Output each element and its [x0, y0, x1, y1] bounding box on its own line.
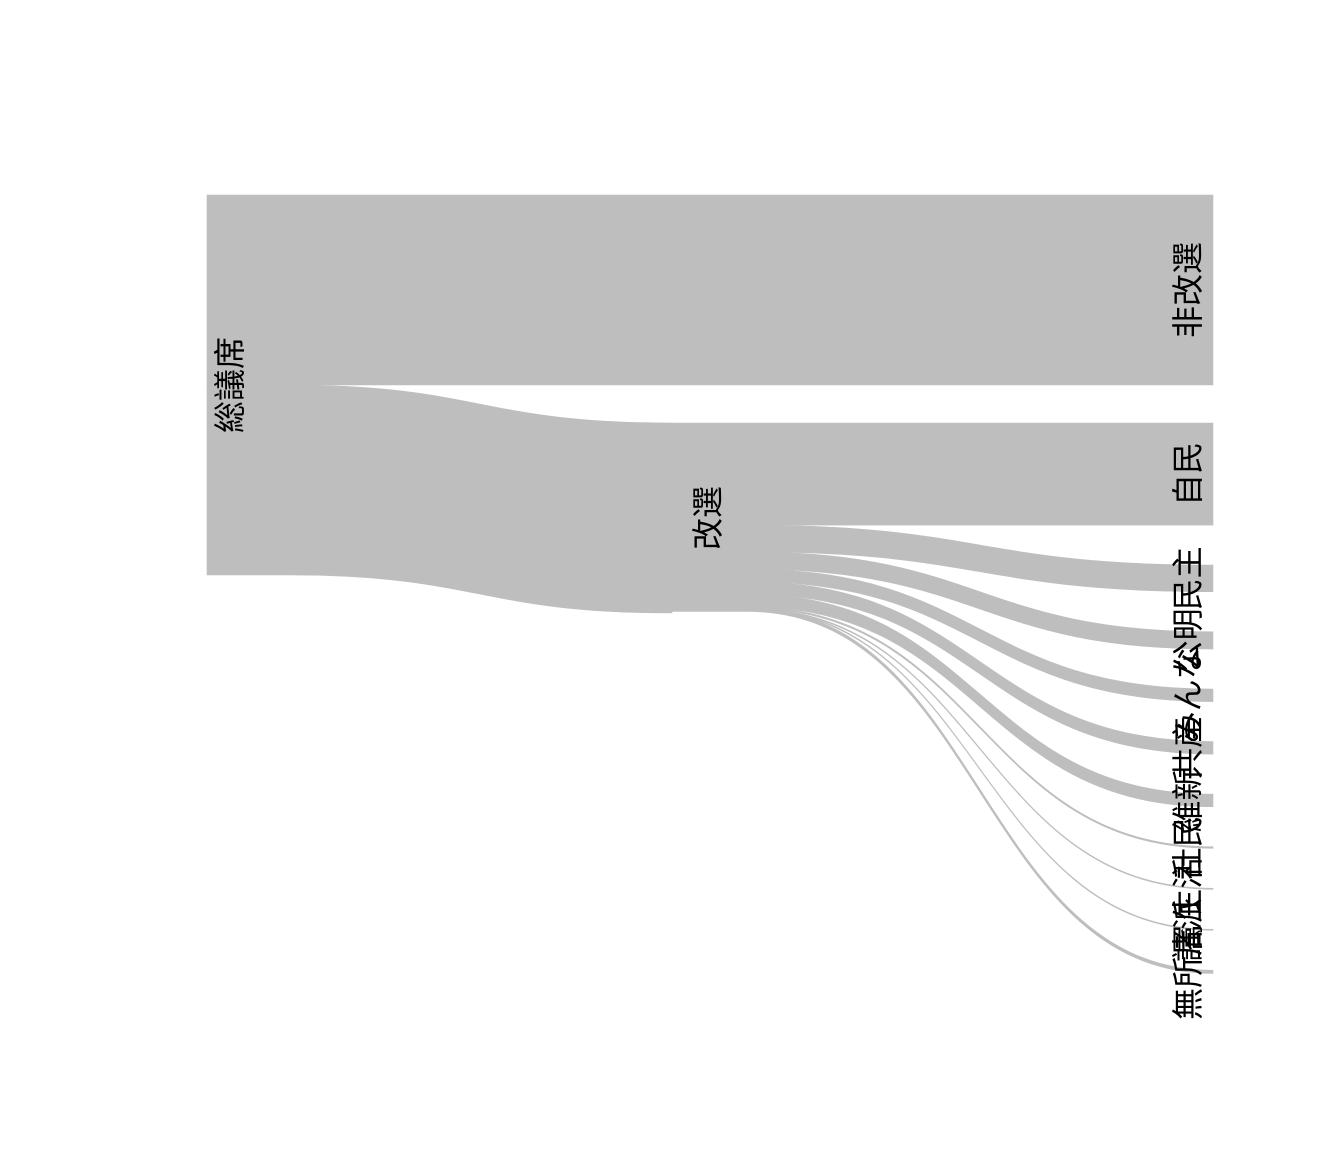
- node-label-reelect: 改選: [689, 486, 727, 550]
- link-reelect-to-minna: [746, 568, 1214, 702]
- node-label-sdp: 社民: [1169, 815, 1207, 879]
- node-label-seikatsu: 生活: [1169, 857, 1207, 921]
- node-label-ldp: 自民: [1169, 442, 1207, 506]
- link-total-to-non-reelect: [206, 194, 1214, 386]
- link-total-to-reelect: [286, 384, 673, 614]
- link-reelect-to-ldp: [671, 422, 1214, 526]
- node-label-total: 総議席: [211, 337, 249, 433]
- link-reelect-lead-komeito: [671, 551, 748, 570]
- link-reelect-to-jcp: [746, 581, 1214, 755]
- node-label-independent: 無所属: [1169, 924, 1207, 1020]
- node-label-komeito: 公明: [1169, 608, 1207, 672]
- node-label-minna: みんな: [1169, 647, 1207, 743]
- link-reelect-lead-jcp: [671, 581, 748, 595]
- link-reelect-lead-ishin: [671, 593, 748, 608]
- link-reelect-to-sdp: [746, 606, 1214, 849]
- node-label-ishin: 維新: [1169, 768, 1207, 832]
- link-total-to-reelect-lead: [206, 384, 288, 576]
- link-reelect-to-seikatsu: [746, 607, 1214, 890]
- link-reelect-to-others: [746, 607, 1214, 931]
- node-label-others: 諸派: [1169, 898, 1207, 962]
- link-reelect-to-independent: [746, 607, 1214, 974]
- link-reelect-to-ishin: [746, 593, 1214, 808]
- link-reelect-lead-independent: [671, 607, 748, 612]
- link-reelect-to-dpj: [746, 524, 1214, 593]
- link-reelect-lead-minna: [671, 568, 748, 582]
- link-reelect-to-komeito: [746, 551, 1214, 650]
- links-group: [206, 194, 1214, 974]
- node-label-dpj: 民主: [1169, 546, 1207, 610]
- node-label-jcp: 共産: [1169, 716, 1207, 780]
- node-label-non-reelect: 非改選: [1169, 242, 1207, 338]
